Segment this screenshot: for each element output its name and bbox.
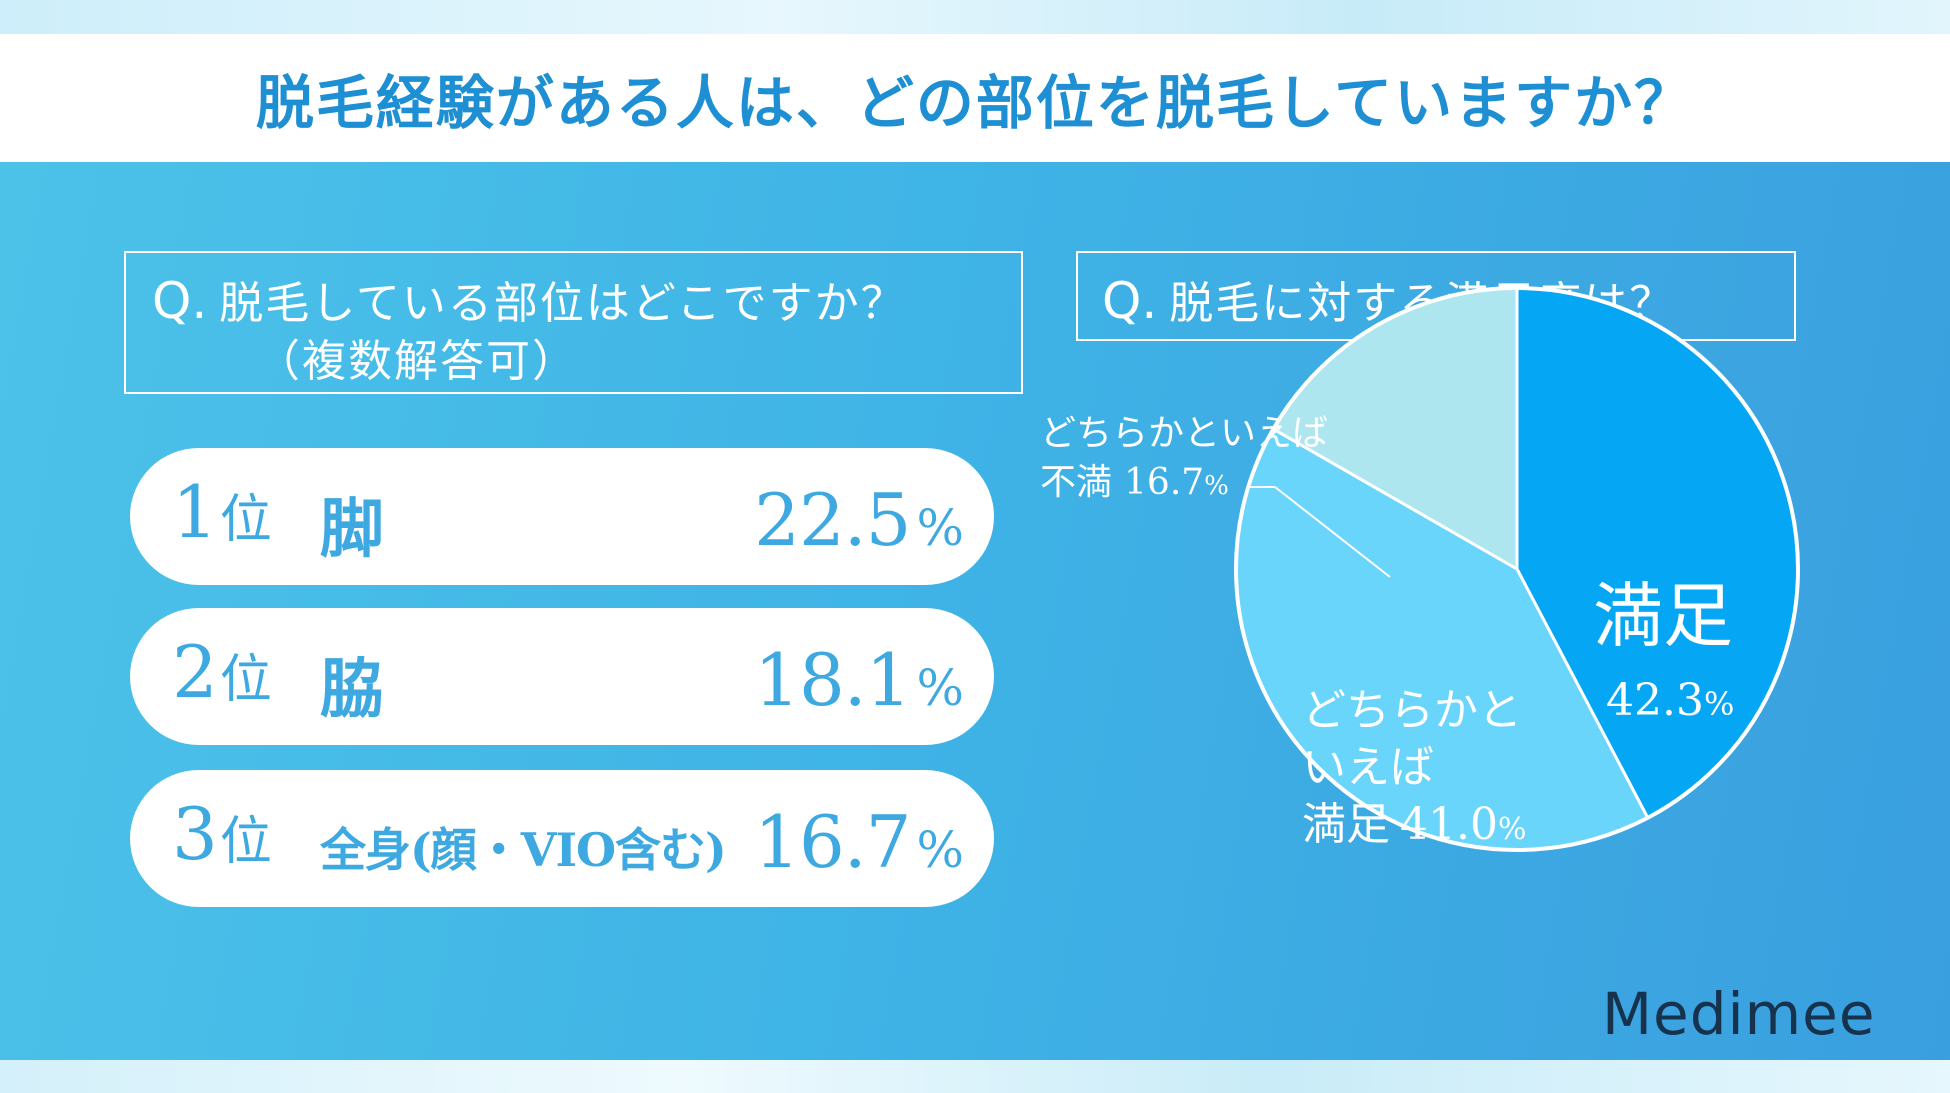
percent-value: 22.5 — [754, 478, 911, 562]
percent-value: 18.1 — [754, 638, 911, 722]
rank-label: 3位 — [172, 792, 272, 876]
pie-outline — [1234, 286, 1800, 852]
ranking-question-note: （複数解答可） — [256, 336, 578, 387]
body-part-label: 脚 — [320, 492, 384, 567]
somewhat-satisfied-name: 満足 — [1302, 799, 1390, 850]
title-band: 脱毛経験がある人は、どの部位を脱毛していますか？ — [0, 34, 1950, 162]
somewhat-satisfied-label-line3: 満足 41.0% — [1302, 799, 1526, 850]
dissatisfied-percent-sign: % — [1204, 471, 1229, 501]
rank-label: 2位 — [172, 630, 272, 714]
bottom-decorative-strip — [0, 1060, 1950, 1093]
rank-unit: 位 — [219, 650, 272, 710]
dissatisfied-label-line1: どちらかといえば — [1040, 413, 1328, 454]
medimee-logo: Medimee — [1602, 980, 1876, 1048]
satisfaction-pie-chart: どちらかといえば 不満 16.7% 満足 42.3% どちらかと いえば 満足 41… — [1040, 286, 1800, 852]
dissatisfied-label-line2: 不満 16.7% — [1040, 462, 1229, 503]
somewhat-satisfied-label-line2: いえば — [1302, 742, 1434, 793]
pie-slices — [1234, 286, 1800, 852]
rank-unit: 位 — [219, 812, 272, 872]
top-decorative-strip — [0, 0, 1950, 34]
question-mark-label: Q. — [1102, 272, 1158, 330]
somewhat-satisfied-label-line1: どちらかと — [1302, 685, 1522, 736]
leader-line-diagonal — [1274, 486, 1391, 578]
body-part-label: 全身(顔・VIO含む) — [320, 823, 727, 877]
content-panel: Q. 脱毛している部位はどこですか？ （複数解答可） 1位 脚 22.5% 2位… — [0, 162, 1950, 1060]
dissatisfied-value: 16.7 — [1124, 462, 1204, 503]
ranking-row-3: 3位 全身(顔・VIO含む) 16.7% — [130, 770, 994, 907]
question-mark-label: Q. — [152, 272, 208, 330]
satisfied-label: 満足 — [1593, 575, 1733, 657]
somewhat-satisfied-percent-sign: % — [1498, 812, 1527, 847]
percent-sign: % — [916, 499, 964, 557]
body-part-label: 脇 — [320, 652, 384, 727]
satisfied-value: 42.3 — [1606, 675, 1704, 726]
ranking-row-2: 2位 脇 18.1% — [130, 608, 994, 745]
page-title: 脱毛経験がある人は、どの部位を脱毛していますか？ — [255, 69, 1695, 137]
percent-sign: % — [916, 659, 964, 717]
percent-label: 16.7% — [754, 800, 964, 884]
satisfied-percent-sign: % — [1704, 685, 1734, 723]
dissatisfied-name: 不満 — [1040, 462, 1112, 503]
percent-sign: % — [916, 821, 964, 879]
rank-number: 2 — [172, 630, 218, 714]
rank-label: 1位 — [172, 470, 272, 554]
somewhat-satisfied-value: 41.0 — [1400, 799, 1498, 850]
rank-number: 3 — [172, 792, 218, 876]
rank-unit: 位 — [219, 490, 272, 550]
percent-value: 16.7 — [754, 800, 911, 884]
percent-label: 18.1% — [754, 638, 964, 722]
rank-number: 1 — [172, 470, 218, 554]
satisfied-value-label: 42.3% — [1606, 675, 1734, 726]
percent-label: 22.5% — [754, 478, 964, 562]
ranking-question-box: Q. 脱毛している部位はどこですか？ （複数解答可） — [124, 251, 1023, 394]
ranking-question-text: 脱毛している部位はどこですか？ — [219, 278, 907, 329]
ranking-row-1: 1位 脚 22.5% — [130, 448, 994, 585]
